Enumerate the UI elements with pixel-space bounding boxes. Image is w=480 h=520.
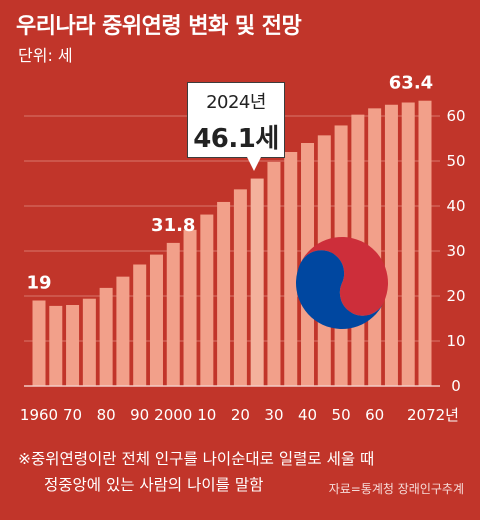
- bar: [418, 100, 432, 386]
- y-tick-label: 10: [446, 332, 465, 350]
- bar: [49, 305, 63, 386]
- data-label: 19: [26, 273, 51, 294]
- bar: [401, 102, 415, 386]
- bar: [99, 287, 113, 386]
- bar: [82, 298, 96, 386]
- x-tick-label: 70: [63, 406, 82, 424]
- callout-pointer: [247, 157, 261, 171]
- x-tick-label: 10: [197, 406, 216, 424]
- x-tick-label: 60: [365, 406, 384, 424]
- taegeuk-icon: [296, 237, 388, 329]
- bar: [384, 104, 398, 386]
- bar: [166, 242, 180, 386]
- y-tick-label: 60: [446, 107, 465, 125]
- bar: [133, 264, 147, 386]
- x-tick-label: 1960: [20, 406, 58, 424]
- callout-box-2024: 2024년 46.1세: [187, 82, 285, 158]
- y-tick-label: 20: [446, 287, 465, 305]
- x-tick-label: 20: [231, 406, 250, 424]
- x-tick-label: 2000: [154, 406, 192, 424]
- callout-value: 46.1세: [193, 124, 279, 154]
- bar: [284, 152, 298, 386]
- chart-title: 우리나라 중위연령 변화 및 전망: [16, 14, 302, 39]
- x-tick-label: 30: [264, 406, 283, 424]
- x-tick-label: 80: [97, 406, 116, 424]
- x-tick-label: 2072년: [407, 406, 459, 424]
- bar: [149, 254, 163, 386]
- bar: [32, 300, 46, 386]
- unit-label: 단위: 세: [18, 46, 73, 65]
- y-tick-label: 40: [446, 197, 465, 215]
- bar: [217, 201, 231, 386]
- data-label: 31.8: [151, 215, 195, 236]
- callout-year: 2024년: [206, 92, 266, 113]
- y-tick-label: 0: [451, 377, 461, 395]
- bar: [267, 161, 281, 386]
- y-tick-label: 50: [446, 152, 465, 170]
- x-tick-label: 40: [298, 406, 317, 424]
- footnote-line-2: 정중앙에 있는 사람의 나이를 말함: [44, 476, 264, 494]
- footnote: ※중위연령이란 전체 인구를 나이순대로 일렬로 세울 때 정중앙에 있는 사람…: [18, 446, 468, 498]
- bar: [183, 229, 197, 386]
- bar: [116, 276, 130, 386]
- bar: [66, 305, 80, 386]
- y-tick-label: 30: [446, 242, 465, 260]
- bar: [200, 214, 214, 386]
- median-age-bar-chart: 0 10 20 30 40 50 60 1960 70 80 90 2000 10 20 30 40 50 60 2…: [20, 73, 466, 424]
- source-label: 자료=통계청 장래인구추계: [328, 482, 464, 496]
- x-tick-label: 90: [130, 406, 149, 424]
- data-label: 63.4: [389, 73, 433, 94]
- footnote-line-1: ※중위연령이란 전체 인구를 나이순대로 일렬로 세울 때: [18, 450, 375, 468]
- x-tick-label: 50: [332, 406, 351, 424]
- bar: [233, 189, 247, 386]
- bar: [250, 178, 264, 386]
